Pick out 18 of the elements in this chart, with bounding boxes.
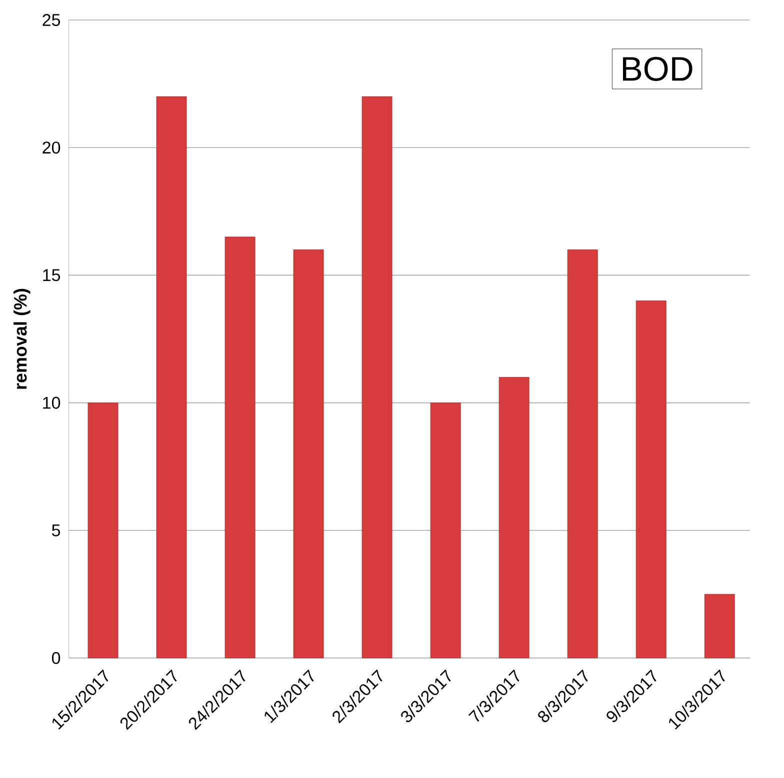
bar [567, 249, 598, 658]
bar [156, 96, 187, 658]
bar [293, 249, 324, 658]
y-tick-label: 20 [42, 142, 60, 154]
bar [430, 402, 461, 658]
bar [636, 300, 666, 658]
y-axis-title: removal (%) [14, 288, 30, 389]
bar [88, 402, 118, 658]
bar [498, 377, 530, 658]
bar [362, 96, 392, 658]
y-tick-label: 5 [52, 524, 60, 536]
y-tick-label: 15 [43, 269, 60, 282]
bar [704, 594, 735, 658]
y-tick-label: 25 [42, 14, 60, 26]
y-tick-label: 0 [52, 652, 60, 664]
annotation: BOD [623, 56, 692, 81]
bar [224, 236, 256, 658]
y-tick-label: 10 [43, 396, 60, 409]
